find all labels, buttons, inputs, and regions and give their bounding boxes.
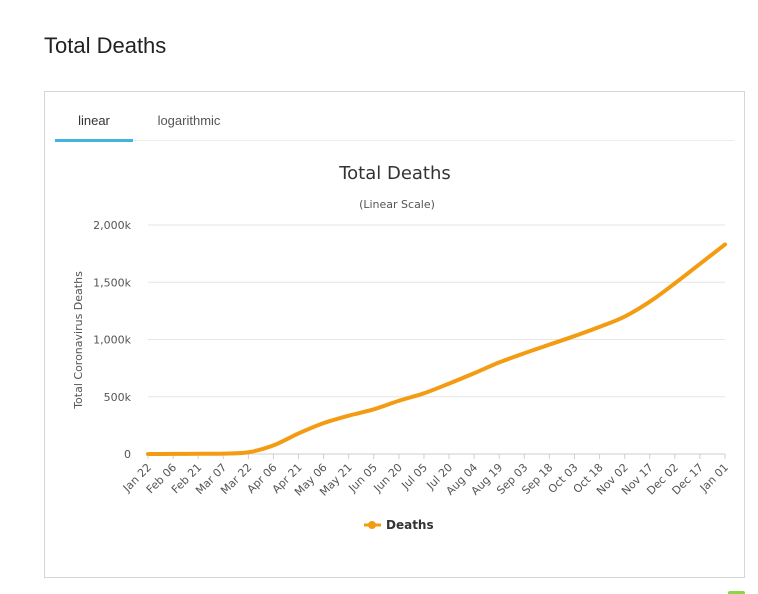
active-tab-indicator — [55, 139, 133, 142]
y-tick-label: 1,500k — [93, 276, 131, 289]
scale-tabs: linear logarithmic — [55, 92, 734, 142]
chart-subtitle: (Linear Scale) — [359, 198, 435, 211]
y-tick-label: 0 — [124, 448, 131, 461]
tab-logarithmic[interactable]: logarithmic — [143, 92, 235, 140]
y-axis-label: Total Coronavirus Deaths — [72, 271, 85, 410]
deaths-chart: Total Deaths (Linear Scale) Total Corona… — [72, 163, 731, 532]
y-tick-label: 1,000k — [93, 334, 131, 347]
legend-label-deaths[interactable]: Deaths — [386, 518, 434, 532]
x-tick-label: Jan 01 — [697, 461, 731, 495]
x-tick-label: Jul 05 — [398, 461, 430, 493]
chart-title: Total Deaths — [338, 163, 451, 184]
legend-marker-dot — [368, 521, 376, 529]
tab-linear-label: linear — [78, 113, 110, 128]
page-title: Total Deaths — [44, 33, 167, 58]
y-tick-label: 2,000k — [93, 219, 131, 232]
y-tick-label: 500k — [104, 391, 132, 404]
series-line-deaths[interactable] — [146, 242, 727, 456]
tab-linear[interactable]: linear — [55, 92, 133, 142]
chart-card: linear logarithmic Total Deaths (Linear … — [44, 91, 745, 578]
legend[interactable]: Deaths — [364, 518, 434, 532]
corner-mark — [728, 591, 745, 594]
tab-logarithmic-label: logarithmic — [157, 113, 221, 128]
